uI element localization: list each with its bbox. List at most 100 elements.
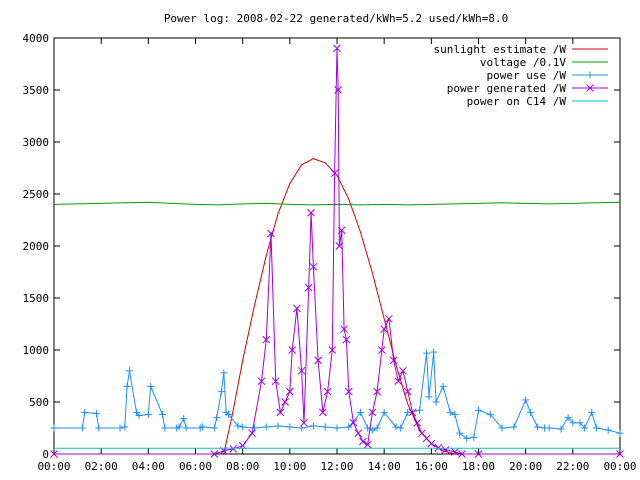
data-point xyxy=(328,346,337,354)
y-tick-label: 2000 xyxy=(23,240,50,253)
data-point xyxy=(309,422,317,430)
data-point xyxy=(121,423,129,431)
data-point xyxy=(354,429,363,438)
series-1 xyxy=(53,201,621,206)
x-tick-label: 00:00 xyxy=(603,460,636,473)
x-tick-label: 02:00 xyxy=(85,460,118,473)
data-point xyxy=(380,408,388,416)
data-point xyxy=(225,410,233,418)
data-point xyxy=(314,356,322,365)
data-point xyxy=(557,425,565,433)
data-point xyxy=(357,408,365,416)
data-point xyxy=(475,406,482,414)
data-point xyxy=(373,424,381,432)
legend-label: power use /W xyxy=(487,69,567,82)
data-point xyxy=(345,423,353,431)
data-point xyxy=(425,393,433,401)
data-point xyxy=(274,422,282,430)
data-point xyxy=(588,408,596,416)
data-point xyxy=(78,424,86,432)
data-point xyxy=(50,450,58,458)
data-point xyxy=(213,414,221,422)
data-point xyxy=(248,429,256,438)
data-point xyxy=(463,434,471,442)
data-point xyxy=(377,346,386,354)
data-point xyxy=(368,408,377,417)
legend-label: voltage /0.1V xyxy=(480,56,566,69)
data-point xyxy=(399,366,407,375)
y-tick-label: 1500 xyxy=(23,292,50,305)
x-tick-label: 20:00 xyxy=(509,460,542,473)
y-tick-label: 500 xyxy=(29,396,49,409)
x-tick-label: 08:00 xyxy=(226,460,259,473)
legend-label: power on C14 /W xyxy=(467,95,567,108)
data-point xyxy=(267,229,275,238)
data-point xyxy=(81,408,89,416)
legend-marker xyxy=(586,71,594,79)
data-point xyxy=(397,424,405,432)
data-point xyxy=(234,422,242,430)
series-group xyxy=(50,44,624,458)
data-point xyxy=(257,377,266,386)
data-point xyxy=(486,410,494,418)
data-point xyxy=(456,429,464,437)
data-point xyxy=(569,419,577,427)
data-point xyxy=(616,450,624,458)
data-point xyxy=(180,415,188,423)
data-point xyxy=(333,424,341,432)
data-point xyxy=(300,418,308,427)
data-point xyxy=(359,437,367,446)
series-line xyxy=(54,48,620,455)
data-point xyxy=(288,346,297,354)
data-point xyxy=(50,424,58,432)
data-point xyxy=(385,314,393,323)
data-point xyxy=(498,424,506,432)
data-point xyxy=(458,450,466,458)
x-tick-label: 12:00 xyxy=(320,460,353,473)
data-point xyxy=(404,408,412,416)
data-point xyxy=(262,335,271,344)
data-point xyxy=(344,387,353,396)
data-point xyxy=(545,424,553,432)
data-point xyxy=(373,387,381,396)
data-point xyxy=(427,439,436,448)
data-point xyxy=(175,423,183,431)
data-point xyxy=(335,242,344,250)
x-tick-label: 00:00 xyxy=(37,460,70,473)
data-point xyxy=(340,325,348,334)
x-tick-label: 14:00 xyxy=(368,460,401,473)
data-point xyxy=(592,424,600,432)
data-point xyxy=(297,366,306,375)
x-tick-label: 06:00 xyxy=(179,460,212,473)
data-point xyxy=(380,325,389,334)
data-point xyxy=(309,262,318,271)
data-point xyxy=(123,382,131,390)
series-3 xyxy=(50,44,624,458)
x-tick-label: 10:00 xyxy=(273,460,306,473)
y-tick-label: 1000 xyxy=(23,344,50,357)
x-tick-label: 04:00 xyxy=(132,460,165,473)
data-point xyxy=(182,424,190,432)
data-point xyxy=(262,423,270,431)
y-tick-label: 3500 xyxy=(23,84,50,97)
y-tick-label: 4000 xyxy=(23,32,50,45)
data-point xyxy=(323,387,332,396)
data-point xyxy=(321,423,329,431)
y-tick-label: 0 xyxy=(42,448,49,461)
data-point xyxy=(522,396,530,404)
series-2 xyxy=(50,348,624,442)
data-point xyxy=(271,377,280,386)
data-point xyxy=(451,410,459,418)
data-point xyxy=(147,382,155,390)
data-point xyxy=(116,424,124,432)
data-point xyxy=(144,410,152,418)
data-point xyxy=(423,349,431,357)
x-tick-label: 22:00 xyxy=(556,460,589,473)
data-point xyxy=(337,226,346,235)
data-point xyxy=(135,412,143,420)
data-point xyxy=(434,443,443,452)
data-point xyxy=(363,440,372,449)
data-point xyxy=(439,382,447,390)
data-point xyxy=(293,304,301,313)
